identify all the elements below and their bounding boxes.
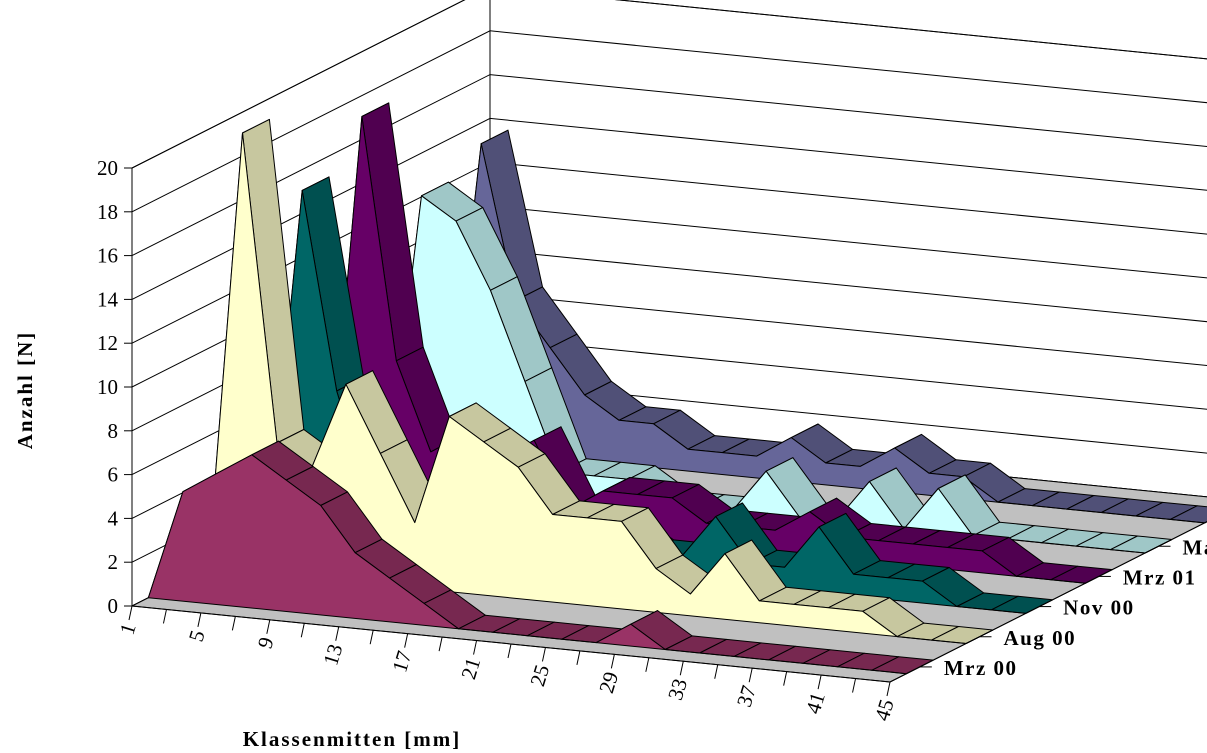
x-tick-label: 29: [594, 669, 623, 696]
y-tick-label: 6: [108, 463, 119, 487]
y-tick-label: 18: [97, 200, 118, 224]
series-label: Nov 00: [1063, 596, 1134, 620]
x-tick-label: 41: [801, 690, 830, 717]
y-tick-label: 16: [97, 244, 118, 268]
x-tick-mark: [645, 657, 650, 672]
x-axis-title: Klassenmitten [mm]: [243, 727, 462, 751]
x-tick-mark: [886, 681, 891, 697]
x-tick-mark: [576, 650, 581, 666]
x-tick-mark: [369, 630, 374, 645]
y-tick-label: 10: [97, 375, 118, 399]
series-mrz-00: [147, 440, 934, 675]
x-tick-mark: [266, 619, 271, 634]
x-tick-mark: [197, 612, 202, 628]
x-tick-mark: [473, 640, 478, 655]
x-tick-mark: [507, 643, 512, 659]
x-tick-mark: [231, 616, 236, 631]
x-tick-mark: [335, 626, 340, 641]
y-tick-labels: 0 2 4 6 8 10 12 14 16 18 20: [97, 156, 119, 618]
x-tick-label: 45: [870, 696, 899, 723]
depth-axis-line: [889, 521, 1207, 683]
area-front-face: [386, 195, 1146, 554]
x-tick-mark: [748, 668, 753, 683]
area-front-face: [207, 132, 967, 644]
x-tick-mark: [852, 678, 857, 693]
x-tick-mark: [541, 647, 546, 662]
series-aug-00: [207, 118, 994, 644]
series-label: Mai 01: [1183, 535, 1207, 559]
x-tick-label: 21: [456, 655, 485, 682]
x-tick-mark: [679, 661, 684, 676]
x-tick-mark: [783, 671, 788, 686]
y-tick-label: 0: [108, 594, 119, 618]
y-axis-title: Anzahl [N]: [13, 331, 37, 450]
x-tick-mark: [714, 664, 719, 679]
x-tick-label: 9: [253, 634, 279, 651]
y-tick-label: 4: [108, 506, 119, 530]
y-tick-label: 2: [108, 550, 119, 574]
y-tick-label: 14: [97, 287, 119, 311]
x-tick-label: 1: [115, 620, 141, 637]
x-tick-mark: [610, 654, 615, 669]
axes: [124, 167, 1207, 697]
x-tick-mark: [128, 605, 133, 621]
x-tick-mark: [404, 633, 409, 648]
x-tick-mark: [817, 674, 822, 690]
series-label: Mrz 01: [1123, 565, 1197, 589]
series-label: Aug 00: [1004, 626, 1077, 650]
area-front-face: [147, 454, 907, 675]
x-tick-mark: [162, 609, 167, 624]
x-tick-label: 13: [318, 641, 347, 668]
area-front-face: [446, 143, 1206, 524]
y-tick-label: 20: [97, 156, 118, 180]
x-tick-label: 37: [732, 683, 761, 710]
x-tick-label: 17: [387, 648, 416, 675]
x-tick-mark: [438, 636, 443, 652]
x-tick-label: 5: [184, 627, 210, 644]
gridline: [131, 0, 1207, 169]
x-tick-mark: [300, 623, 305, 638]
y-tick-label: 8: [108, 419, 119, 443]
x-tick-label: 25: [525, 662, 554, 689]
x-tick-label: 33: [663, 676, 692, 703]
series-ribbons: [147, 102, 1207, 675]
series-label: Mrz 00: [944, 656, 1018, 680]
y-tick-label: 12: [97, 331, 118, 355]
